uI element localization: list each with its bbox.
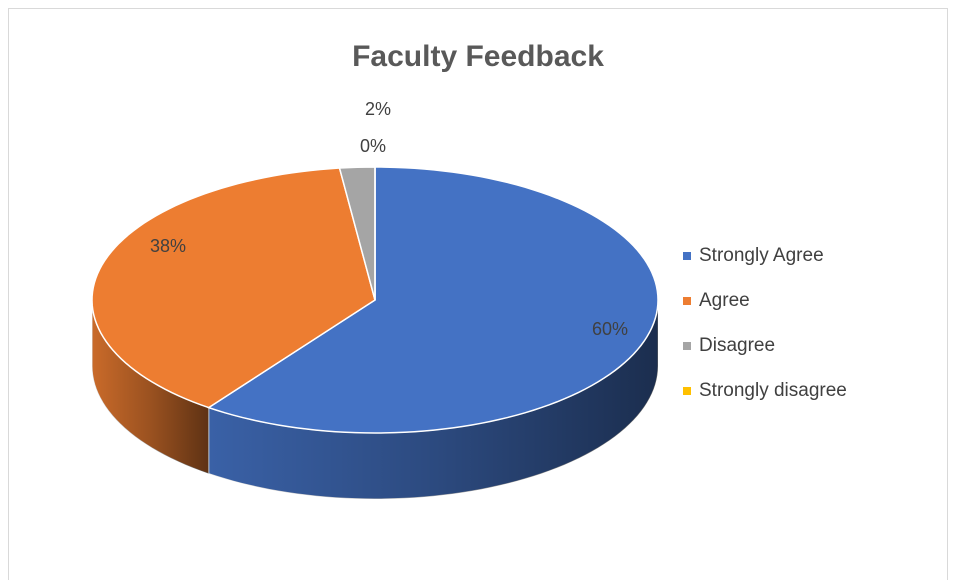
data-label: 38% [150,236,186,256]
slice-side-shade [92,300,209,474]
chart-title: Faculty Feedback [352,40,604,73]
data-label: 60% [592,319,628,339]
data-label: 2% [365,99,391,119]
legend-label: Agree [699,290,750,311]
legend-marker [683,297,691,305]
legend-label: Strongly disagree [699,380,847,401]
legend-marker [683,342,691,350]
slice [91,167,376,409]
legend-label: Disagree [699,335,775,356]
data-label: 0% [360,136,386,156]
slice-side-shade [208,300,658,499]
legend-marker [683,387,691,395]
slice [206,166,659,434]
legend-label: Strongly Agree [699,245,824,266]
legend-marker [683,252,691,260]
